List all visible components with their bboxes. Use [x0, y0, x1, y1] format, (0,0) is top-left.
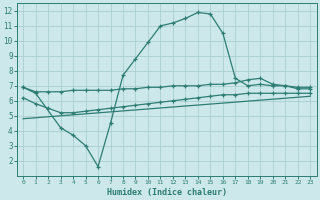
X-axis label: Humidex (Indice chaleur): Humidex (Indice chaleur) — [107, 188, 227, 197]
